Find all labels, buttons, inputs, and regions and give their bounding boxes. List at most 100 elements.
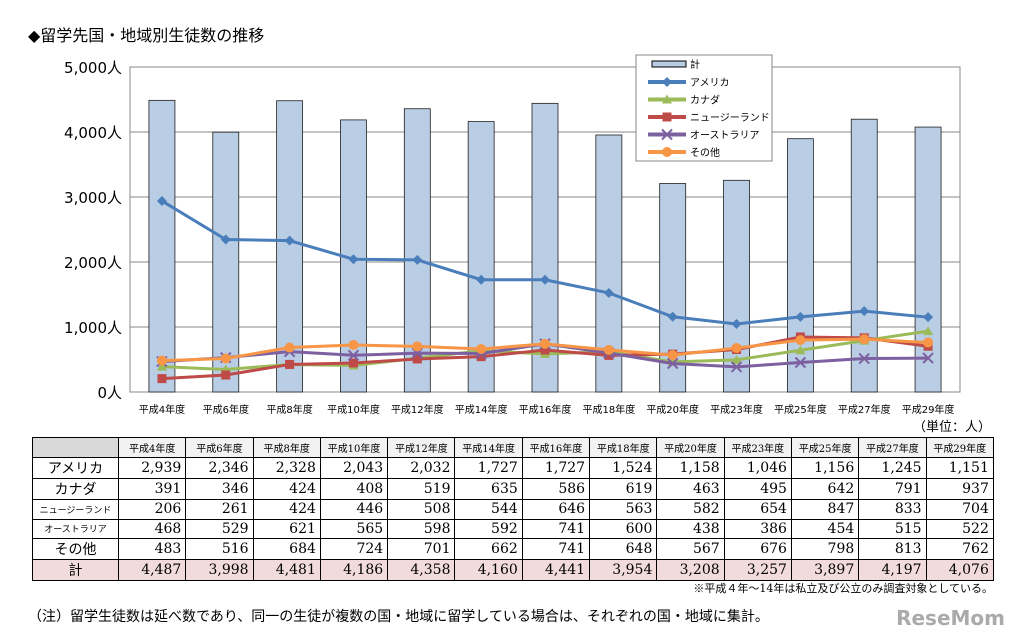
table-cell: 741 bbox=[521, 538, 591, 561]
table-cell: 4,358 bbox=[387, 559, 456, 582]
table-cell: 798 bbox=[790, 538, 860, 561]
legend-label: カナダ bbox=[690, 94, 720, 107]
row-label: アメリカ bbox=[32, 456, 119, 479]
x-tick-label: 平成12年度 bbox=[391, 403, 444, 416]
point-diamond bbox=[284, 235, 295, 246]
table-cell: 592 bbox=[454, 518, 523, 540]
point-diamond bbox=[220, 234, 231, 245]
point-circle bbox=[731, 343, 742, 354]
series-diamond bbox=[156, 195, 934, 330]
x-tick-label: 平成4年度 bbox=[139, 403, 185, 416]
x-tick-label: 平成20年度 bbox=[646, 403, 699, 416]
table-cell: 704 bbox=[925, 498, 994, 520]
y-tick-label: 2,000人 bbox=[64, 254, 122, 272]
table-cell: 408 bbox=[319, 477, 389, 500]
table-cell: 3,208 bbox=[656, 559, 725, 582]
x-tick-label: 平成16年度 bbox=[519, 403, 572, 416]
table-cell: 3,257 bbox=[723, 559, 792, 582]
point-circle bbox=[348, 339, 359, 350]
point-diamond bbox=[540, 274, 550, 285]
table-cell: 463 bbox=[656, 477, 725, 500]
point-square bbox=[221, 370, 231, 380]
table-cell: 791 bbox=[858, 477, 927, 500]
table-cell: 762 bbox=[925, 538, 994, 561]
point-triangle bbox=[662, 94, 672, 104]
table-cell: 2,346 bbox=[185, 456, 254, 479]
column-header: 平成8年度 bbox=[252, 437, 321, 458]
point-square bbox=[476, 352, 486, 362]
table-cell: 468 bbox=[117, 518, 187, 540]
column-header: 平成14年度 bbox=[454, 437, 523, 458]
x-tick-label: 平成29年度 bbox=[902, 403, 955, 416]
table-cell: 662 bbox=[454, 538, 523, 561]
table-cell: 391 bbox=[117, 477, 187, 500]
table-cell: 508 bbox=[387, 498, 456, 520]
point-square bbox=[285, 359, 295, 369]
table-cell: 1,156 bbox=[790, 456, 860, 479]
point-diamond bbox=[731, 319, 742, 330]
bar-total bbox=[850, 118, 878, 393]
column-header: 平成27年度 bbox=[858, 437, 927, 458]
x-tick-label: 平成6年度 bbox=[203, 403, 249, 416]
point-triangle bbox=[923, 326, 934, 336]
point-circle bbox=[412, 341, 423, 352]
legend-label: その他 bbox=[690, 146, 720, 159]
y-tick-label: 5,000人 bbox=[64, 59, 122, 77]
series-circle bbox=[156, 334, 934, 366]
table-cell: 621 bbox=[252, 518, 321, 540]
column-header: 平成25年度 bbox=[790, 437, 860, 458]
table-cell: 515 bbox=[858, 518, 927, 540]
table-cell: 2,043 bbox=[319, 456, 389, 479]
table-cell: 833 bbox=[858, 498, 927, 520]
table-cell: 1,046 bbox=[723, 456, 792, 479]
x-tick-label: 平成8年度 bbox=[266, 403, 312, 416]
table-cell: 565 bbox=[319, 518, 389, 540]
point-circle bbox=[662, 147, 672, 157]
table-cell: 424 bbox=[252, 498, 321, 520]
point-circle bbox=[284, 342, 295, 353]
table-cell: 346 bbox=[185, 477, 254, 500]
point-square bbox=[662, 112, 672, 122]
legend-box bbox=[635, 54, 773, 162]
point-diamond bbox=[795, 311, 806, 322]
table-cell: 567 bbox=[656, 538, 725, 561]
table-cell: 3,998 bbox=[185, 559, 254, 582]
x-tick-label: 平成10年度 bbox=[327, 403, 380, 416]
table-cell: 3,954 bbox=[589, 559, 658, 582]
point-square bbox=[157, 374, 167, 384]
x-tick-label: 平成23年度 bbox=[710, 403, 763, 416]
row-label: 計 bbox=[32, 559, 119, 582]
table-cell: 2,328 bbox=[252, 456, 321, 479]
row-label: カナダ bbox=[32, 477, 119, 500]
point-circle bbox=[795, 335, 806, 346]
x-tick-label: 平成27年度 bbox=[838, 403, 891, 416]
table-cell: 4,487 bbox=[117, 559, 187, 582]
point-x bbox=[666, 357, 679, 370]
point-circle bbox=[667, 350, 678, 361]
legend-label: オーストラリア bbox=[690, 130, 760, 142]
table-cell: 446 bbox=[319, 498, 389, 520]
table-cell: 4,076 bbox=[925, 559, 994, 582]
table-cell: 563 bbox=[589, 498, 658, 520]
table-row: カナダ 391 346 424 408 519 635 586 619 463 495 642 791 9… bbox=[32, 477, 994, 500]
table-cell: 522 bbox=[925, 518, 994, 540]
point-x bbox=[858, 352, 870, 365]
point-square bbox=[540, 345, 550, 355]
point-diamond bbox=[603, 287, 614, 298]
point-triangle bbox=[156, 361, 167, 371]
point-circle bbox=[220, 353, 231, 364]
table-cell: 1,158 bbox=[656, 456, 725, 479]
table-cell: 847 bbox=[790, 498, 860, 520]
table-cell: 741 bbox=[521, 518, 591, 540]
table-cell: 646 bbox=[521, 498, 591, 520]
point-square bbox=[348, 358, 358, 368]
column-header: 平成20年度 bbox=[656, 437, 725, 458]
table-header-row: 平成4年度 平成6年度 平成8年度 平成10年度 平成12年度 平成14年度 平成16年度平… bbox=[32, 437, 994, 458]
y-tick-label: 4,000人 bbox=[64, 124, 122, 142]
table-cell: 454 bbox=[790, 518, 860, 540]
point-diamond bbox=[859, 306, 870, 317]
table-cell: 386 bbox=[723, 518, 792, 540]
table-cell: 1,151 bbox=[925, 456, 994, 479]
point-circle bbox=[603, 344, 614, 355]
